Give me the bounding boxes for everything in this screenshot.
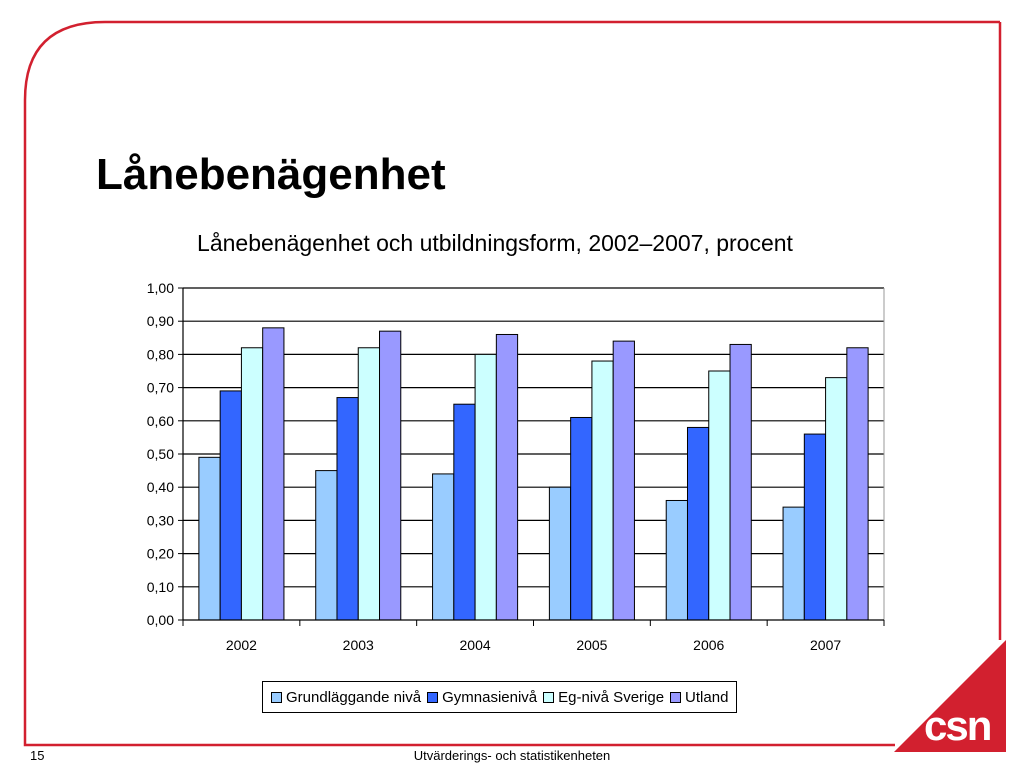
- legend-label: Eg-nivå Sverige: [558, 688, 665, 706]
- legend-item: Gymnasienivå: [427, 689, 537, 706]
- bar: [782, 506, 805, 621]
- y-tick-labels: 0,00 0,10 0,20 0,30 0,40 0,50 0,60 0,70 0,80 0,90…: [147, 280, 174, 628]
- page-number: 15: [30, 748, 45, 763]
- bar: [240, 347, 264, 621]
- legend-item: Eg-nivå Sverige: [543, 689, 664, 706]
- grid-lines: [183, 287, 884, 588]
- bar: [379, 330, 402, 621]
- x-tick-labels: 2002 2003 2004 2005 2006 2007: [226, 637, 842, 653]
- x-tick-label: 2004: [460, 637, 491, 653]
- legend-item: Utland: [670, 689, 728, 706]
- bars: [198, 327, 869, 621]
- x-tick-label: 2003: [343, 637, 374, 653]
- bar: [803, 433, 827, 621]
- legend-swatch: [543, 691, 555, 703]
- legend-swatch: [670, 691, 682, 703]
- legend-item: Grundläggande nivå: [271, 689, 421, 706]
- legend-swatch: [271, 691, 282, 703]
- y-tick-label: 1,00: [147, 280, 174, 296]
- bar: [846, 347, 869, 621]
- y-tick-label: 0,80: [147, 346, 174, 362]
- chart-title: Lånebenägenhet och utbildningsform, 2002…: [197, 230, 793, 256]
- y-tick-label: 0,00: [147, 612, 174, 628]
- bar: [262, 327, 285, 621]
- bar: [686, 426, 710, 621]
- bar: [198, 456, 221, 621]
- bar: [548, 486, 572, 621]
- y-tick-label: 0,70: [147, 380, 174, 396]
- axes: [178, 287, 885, 626]
- y-tick-label: 0,10: [147, 579, 174, 595]
- bar: [495, 333, 519, 621]
- bar: [432, 473, 455, 621]
- chart-legend: Grundläggande nivå Gymnasienivå Eg-nivå Sv…: [262, 681, 738, 713]
- y-tick-label: 0,60: [147, 413, 174, 429]
- footer-text: Utvärderings- och statistikenheten: [413, 748, 611, 763]
- bar: [453, 403, 476, 621]
- legend-label: Utland: [685, 688, 729, 706]
- y-tick-label: 0,30: [147, 512, 174, 528]
- bar: [612, 340, 635, 621]
- bar: [474, 353, 497, 621]
- legend-label: Grundläggande nivå: [286, 688, 422, 706]
- y-tick-label: 0,90: [147, 313, 174, 329]
- bar: [825, 377, 848, 621]
- legend-label: Gymnasienivå: [442, 688, 538, 706]
- x-tick-label: 2007: [810, 637, 841, 653]
- bar: [315, 470, 338, 621]
- bar: [591, 360, 614, 621]
- bar: [729, 343, 752, 621]
- bar: [570, 416, 593, 621]
- page-title: Lånebenägenhet: [96, 150, 446, 199]
- bar: [219, 390, 242, 621]
- bar: [665, 499, 688, 621]
- y-tick-label: 0,20: [147, 546, 174, 562]
- slide-border: [23, 20, 1000, 747]
- x-tick-label: 2002: [226, 637, 257, 653]
- csn-logo: csn: [894, 640, 1006, 752]
- legend-swatch: [427, 691, 439, 703]
- bar: [708, 370, 731, 621]
- bar: [336, 397, 359, 621]
- y-tick-label: 0,50: [147, 446, 174, 462]
- x-tick-label: 2006: [693, 637, 724, 653]
- y-tick-label: 0,40: [147, 479, 174, 495]
- bar: [357, 347, 381, 621]
- x-tick-label: 2005: [576, 637, 607, 653]
- logo-triangle: [894, 640, 1006, 752]
- logo-text: csn: [924, 702, 992, 749]
